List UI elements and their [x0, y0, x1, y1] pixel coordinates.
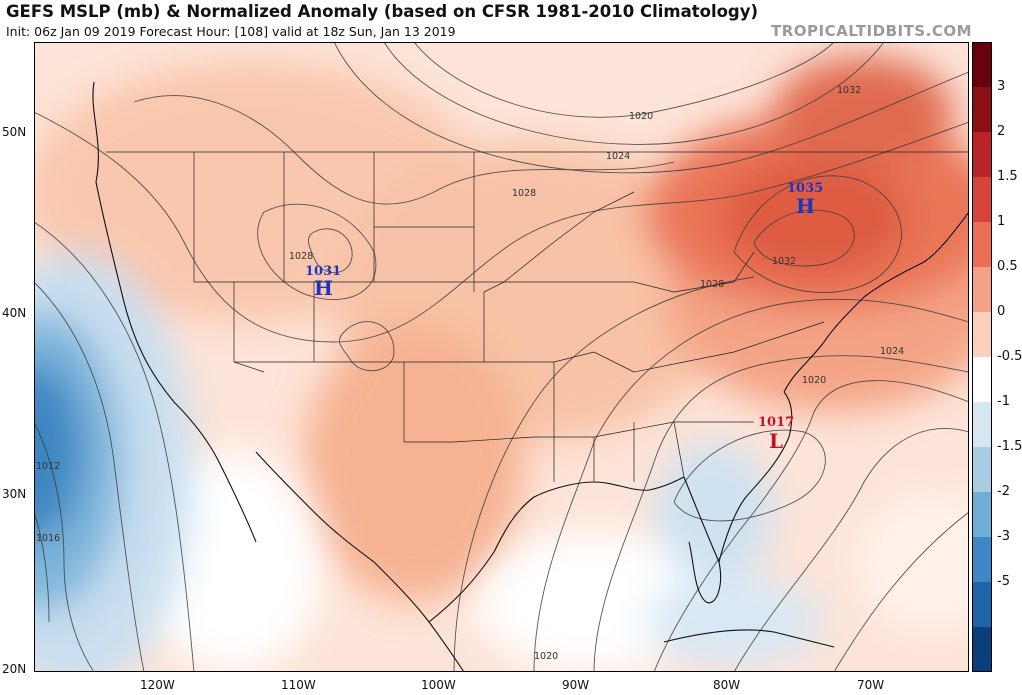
map-title: GEFS MSLP (mb) & Normalized Anomaly (bas… — [6, 2, 759, 21]
colorbar-swatch — [972, 267, 992, 313]
map-panel: 1020 1024 1028 1028 1032 1032 1024 1020 … — [34, 42, 969, 672]
colorbar-swatch — [972, 402, 992, 448]
colorbar-swatch — [972, 582, 992, 628]
isobar-label: 1028 — [700, 279, 724, 290]
colorbar-label: 0.5 — [997, 259, 1018, 274]
colorbar-swatch — [972, 87, 992, 133]
isobar-label: 1020 — [629, 111, 653, 122]
isobar-label: 1032 — [772, 256, 796, 267]
state-borders — [106, 151, 969, 482]
colorbar-swatch — [972, 177, 992, 223]
lon-label: 70W — [857, 678, 885, 692]
high-center-value: 1035 — [787, 181, 823, 196]
low-center-letter: L — [769, 429, 783, 453]
isobar-label: 1016 — [36, 533, 60, 544]
high-center-value: 1031 — [305, 264, 341, 279]
site-watermark: TROPICALTIDBITS.COM — [771, 22, 972, 40]
isobar-label: 1012 — [36, 461, 60, 472]
isobar-label: 1020 — [802, 375, 826, 386]
low-center-value: 1017 — [758, 415, 794, 430]
colorbar-label: -1.5 — [997, 439, 1022, 454]
isobar-label: 1028 — [512, 188, 536, 199]
colorbar-swatch — [972, 222, 992, 268]
colorbar-swatch — [972, 312, 992, 358]
colorbar-label: 1 — [997, 214, 1006, 229]
high-center-letter: H — [314, 276, 333, 300]
lon-label: 120W — [140, 678, 175, 692]
isobars — [34, 42, 969, 672]
coastlines — [92, 81, 969, 672]
isobar-label: 1024 — [880, 346, 904, 357]
colorbar-label: 0 — [997, 304, 1006, 319]
lat-label: 50N — [2, 125, 27, 139]
lat-label: 40N — [2, 306, 27, 320]
colorbar-swatch — [972, 627, 992, 672]
map-subtitle: Init: 06z Jan 09 2019 Forecast Hour: [10… — [6, 24, 456, 39]
anomaly-colorbar — [972, 42, 992, 672]
colorbar-swatch — [972, 492, 992, 538]
isobar-label: 1028 — [289, 251, 313, 262]
colorbar-label: -1 — [997, 394, 1010, 409]
colorbar-label: -5 — [997, 574, 1010, 589]
colorbar-label: 1.5 — [997, 169, 1018, 184]
lon-label: 80W — [713, 678, 741, 692]
colorbar-label: -3 — [997, 529, 1010, 544]
colorbar-swatch — [972, 537, 992, 583]
lat-label: 30N — [2, 487, 27, 501]
colorbar-swatch — [972, 132, 992, 178]
colorbar-label: 3 — [997, 79, 1006, 94]
isobar-label: 1032 — [837, 85, 861, 96]
colorbar-label: -2 — [997, 484, 1010, 499]
lat-label: 20N — [2, 662, 27, 676]
high-center-letter: H — [796, 194, 815, 218]
colorbar-label: -0.5 — [997, 349, 1022, 364]
lon-label: 110W — [281, 678, 316, 692]
colorbar-swatch — [972, 357, 992, 403]
isobar-label: 1024 — [606, 151, 630, 162]
lon-label: 100W — [421, 678, 456, 692]
colorbar-label: 2 — [997, 124, 1006, 139]
colorbar-swatch — [972, 42, 992, 88]
isobar-label: 1020 — [534, 651, 558, 662]
lon-label: 90W — [562, 678, 590, 692]
colorbar-swatch — [972, 447, 992, 493]
